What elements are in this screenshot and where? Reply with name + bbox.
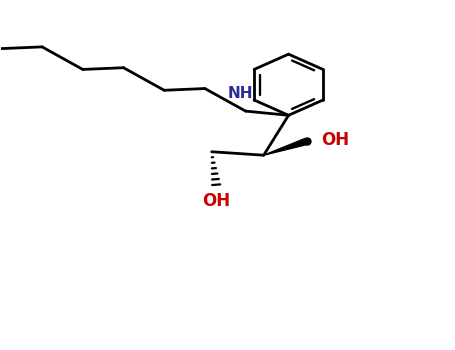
Text: OH: OH	[202, 192, 230, 210]
Text: OH: OH	[321, 131, 349, 149]
Polygon shape	[264, 139, 308, 155]
Text: NH: NH	[228, 86, 253, 102]
